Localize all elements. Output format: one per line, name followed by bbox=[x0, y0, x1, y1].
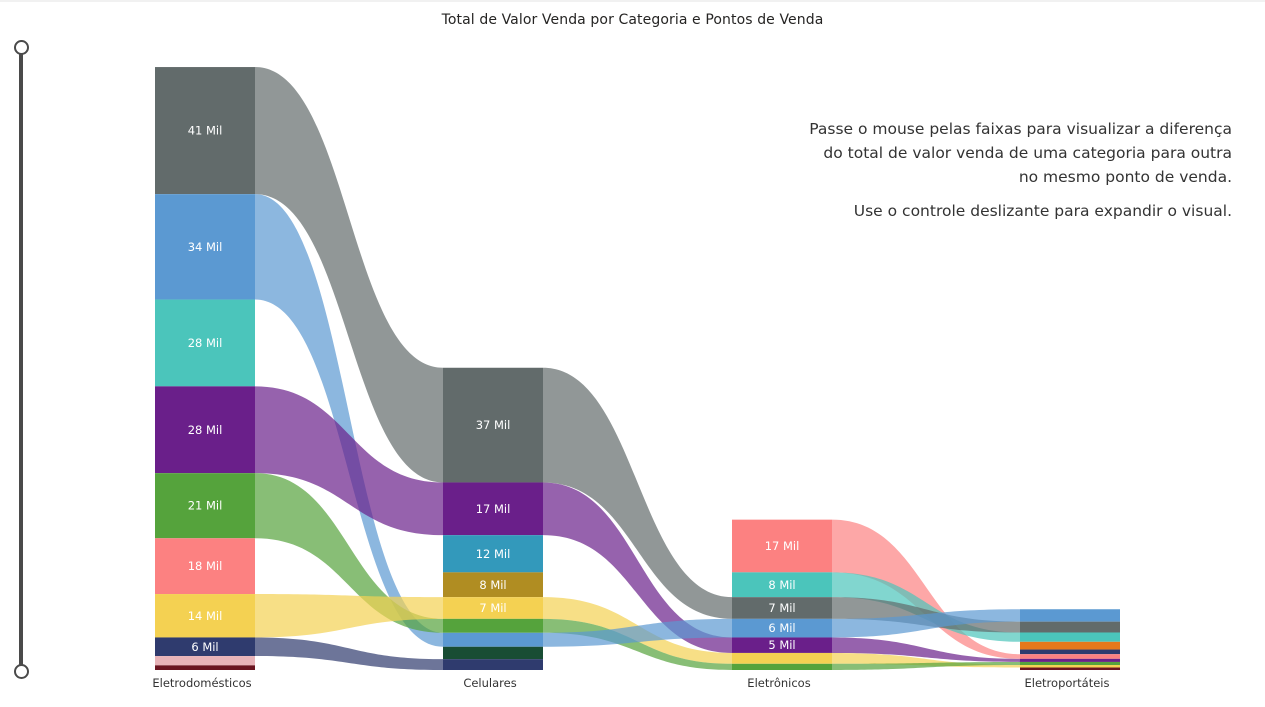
data-label: 28 Mil bbox=[188, 423, 223, 437]
bar-blue-stage-1[interactable] bbox=[443, 632, 543, 647]
instructions-line-3: no mesmo ponto de venda. bbox=[1018, 168, 1232, 186]
ribbon-blue-stage-2[interactable] bbox=[832, 609, 1020, 638]
ribbon-yellow-stage-0[interactable] bbox=[255, 594, 443, 638]
top-divider bbox=[0, 0, 1265, 2]
bar-olive-stage-1[interactable] bbox=[443, 572, 543, 598]
ribbon-purple-stage-0[interactable] bbox=[255, 386, 443, 536]
bar-blue-stage-3[interactable] bbox=[1020, 609, 1120, 622]
data-label: 14 Mil bbox=[188, 609, 223, 623]
bar-gray-stage-0[interactable] bbox=[155, 67, 255, 195]
data-label: 37 Mil bbox=[476, 418, 511, 432]
data-label: 28 Mil bbox=[188, 336, 223, 350]
ribbon-blue-stage-0[interactable] bbox=[255, 194, 443, 647]
bar-purple-stage-0[interactable] bbox=[155, 386, 255, 474]
bar-green-stage-1[interactable] bbox=[443, 618, 543, 633]
data-label: 34 Mil bbox=[188, 240, 223, 254]
bar-purple-stage-1[interactable] bbox=[443, 482, 543, 536]
bar-blue-stage-2[interactable] bbox=[732, 618, 832, 638]
ribbon-blue-stage-1[interactable] bbox=[543, 618, 732, 647]
chart-title: Total de Valor Venda por Categoria e Pon… bbox=[441, 12, 824, 28]
bar-orange-stage-3[interactable] bbox=[1020, 641, 1120, 650]
bar-teal-stage-3[interactable] bbox=[1020, 632, 1120, 642]
data-label: 17 Mil bbox=[476, 502, 511, 516]
stage-label: Eletrônicos bbox=[747, 676, 810, 690]
bar-gray-stage-1[interactable] bbox=[443, 367, 543, 483]
label-layer: 41 Mil 34 Mil 28 Mil 28 Mil 21 Mil 18 Mil 14 M… bbox=[152, 124, 1109, 690]
bar-gray-stage-3[interactable] bbox=[1020, 621, 1120, 633]
expand-slider[interactable] bbox=[0, 0, 40, 707]
ribbon-purple-stage-2[interactable] bbox=[832, 637, 1020, 662]
data-label: 8 Mil bbox=[479, 578, 506, 592]
ribbon-teal-stage-2[interactable] bbox=[832, 572, 1020, 642]
bar-green-stage-2[interactable] bbox=[732, 663, 832, 670]
ribbon-salmon-stage-2[interactable] bbox=[832, 519, 1020, 659]
data-label: 21 Mil bbox=[188, 499, 223, 513]
bar-navy-stage-0[interactable] bbox=[155, 637, 255, 657]
data-label: 41 Mil bbox=[188, 124, 223, 138]
bar-green-stage-0[interactable] bbox=[155, 473, 255, 539]
data-label: 17 Mil bbox=[765, 539, 800, 553]
bar-green-stage-3[interactable] bbox=[1020, 661, 1120, 666]
bar-layer bbox=[155, 67, 1120, 670]
ribbon-gray-stage-0[interactable] bbox=[255, 67, 443, 483]
bar-yellow-stage-1[interactable] bbox=[443, 597, 543, 619]
data-label: 7 Mil bbox=[479, 601, 506, 615]
data-label: 12 Mil bbox=[476, 547, 511, 561]
stage-label: Celulares bbox=[463, 676, 516, 690]
bar-purple-stage-2[interactable] bbox=[732, 637, 832, 653]
instructions-text: Passe o mouse pelas faixas para visualiz… bbox=[809, 117, 1232, 223]
data-label: 8 Mil bbox=[768, 578, 795, 592]
bar-yellow-stage-0[interactable] bbox=[155, 594, 255, 638]
bar-blue-stage-0[interactable] bbox=[155, 194, 255, 300]
ribbon-navy-stage-0[interactable] bbox=[255, 637, 443, 670]
slider-handle-top[interactable] bbox=[13, 40, 29, 55]
bar-salmon-stage-2[interactable] bbox=[732, 519, 832, 573]
bar-teal-stage-2[interactable] bbox=[732, 572, 832, 598]
stage-label: Eletrodomésticos bbox=[152, 676, 251, 690]
bar-purple-stage-3[interactable] bbox=[1020, 658, 1120, 662]
data-label: 6 Mil bbox=[768, 621, 795, 635]
bar-teal-stage-0[interactable] bbox=[155, 299, 255, 387]
bar-darkgreen-stage-1[interactable] bbox=[443, 646, 543, 660]
bar-pink-stage-0[interactable] bbox=[155, 656, 255, 666]
instructions-line-4: Use o controle deslizante para expandir … bbox=[853, 202, 1232, 220]
bar-salmon-stage-3[interactable] bbox=[1020, 654, 1120, 659]
bar-maroon-stage-0[interactable] bbox=[155, 665, 255, 670]
ribbon-layer bbox=[255, 67, 1020, 670]
slider-handle-bottom[interactable] bbox=[13, 664, 29, 679]
bar-navy-stage-3[interactable] bbox=[1020, 649, 1120, 655]
data-label: 7 Mil bbox=[768, 601, 795, 615]
ribbon-green-stage-0[interactable] bbox=[255, 473, 443, 633]
bar-maroon-stage-3[interactable] bbox=[1020, 667, 1120, 670]
bar-gray-stage-2[interactable] bbox=[732, 597, 832, 619]
data-label: 18 Mil bbox=[188, 559, 223, 573]
bar-navy-stage-1[interactable] bbox=[443, 659, 543, 670]
instructions-line-1: Passe o mouse pelas faixas para visualiz… bbox=[809, 120, 1232, 138]
ribbon-gray-stage-1[interactable] bbox=[543, 367, 732, 619]
instructions-line-2: do total de valor venda de uma categoria… bbox=[823, 144, 1232, 162]
stage-label: Eletroportáteis bbox=[1025, 676, 1110, 690]
slider-track[interactable] bbox=[19, 47, 23, 672]
ribbon-purple-stage-1[interactable] bbox=[543, 482, 732, 653]
data-label: 5 Mil bbox=[768, 638, 795, 652]
bar-yellow-stage-2[interactable] bbox=[732, 652, 832, 664]
ribbon-green-stage-2[interactable] bbox=[832, 661, 1020, 670]
bar-cyan-stage-1[interactable] bbox=[443, 535, 543, 573]
bar-yellow-stage-3[interactable] bbox=[1020, 665, 1120, 668]
bar-salmon-stage-0[interactable] bbox=[155, 538, 255, 595]
data-label: 6 Mil bbox=[191, 640, 218, 654]
